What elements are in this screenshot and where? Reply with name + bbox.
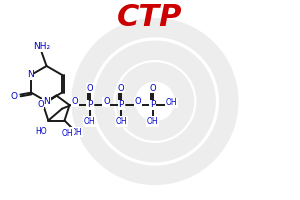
Text: P: P (118, 100, 124, 109)
Text: N: N (43, 97, 50, 106)
Text: O: O (135, 97, 141, 106)
Text: OH: OH (70, 128, 82, 137)
Text: OH: OH (116, 117, 127, 126)
Text: P: P (150, 100, 155, 109)
Text: O: O (118, 84, 124, 93)
Text: O: O (86, 84, 93, 93)
Text: OH: OH (147, 117, 158, 126)
Text: OH: OH (166, 98, 177, 107)
Text: P: P (87, 100, 92, 109)
Text: O: O (37, 100, 44, 109)
Text: NH₂: NH₂ (33, 42, 50, 51)
Text: N: N (27, 70, 34, 79)
Text: CTP: CTP (117, 3, 183, 32)
Text: OH: OH (62, 129, 73, 138)
Text: O: O (103, 97, 110, 106)
Text: O: O (72, 97, 78, 106)
Text: O: O (149, 84, 156, 93)
Text: OH: OH (84, 117, 95, 126)
Text: HO: HO (36, 127, 47, 136)
Text: O: O (11, 92, 18, 101)
